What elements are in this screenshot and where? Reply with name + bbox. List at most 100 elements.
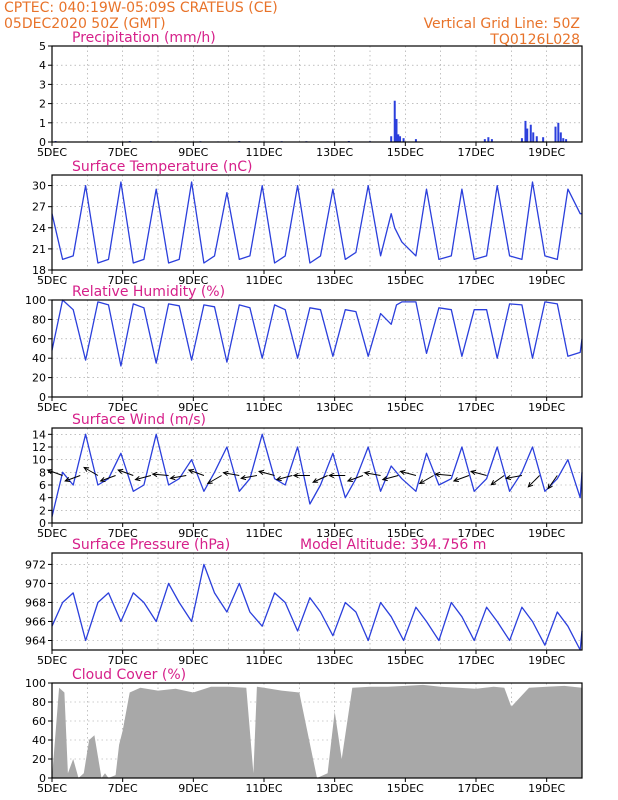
wind-vector (259, 470, 275, 476)
panel-title: Relative Humidity (%) (72, 284, 225, 300)
wind-vector-head (346, 477, 353, 482)
y-tick-label: 5 (39, 40, 46, 53)
wind-vector (400, 470, 417, 476)
precip-bar (395, 118, 398, 142)
x-tick-label: 17DEC (457, 654, 494, 667)
x-tick-label: 13DEC (316, 401, 353, 414)
x-tick-label: 5DEC (37, 527, 67, 540)
wind-vector (118, 469, 134, 476)
x-tick-label: 19DEC (528, 401, 565, 414)
y-tick-label: 3 (39, 78, 46, 91)
wind-vector-head (64, 477, 71, 482)
wind-vector (527, 475, 540, 488)
wind-vector-head (83, 466, 90, 472)
wind-vector-head (169, 474, 176, 481)
x-tick-label: 9DEC (178, 782, 208, 795)
panel-5: 964 966 968 970 972 5DEC 7DEC 9DEC 11DEC 13DEC 15D… (25, 537, 583, 667)
panel-frame (51, 45, 583, 143)
y-tick-label: 970 (25, 577, 46, 590)
y-tick-label: 10 (32, 454, 46, 467)
y-tick-label: 40 (32, 352, 46, 365)
wind-vector-head (312, 478, 319, 483)
series-line (51, 433, 583, 517)
y-tick-label: 14 (32, 428, 46, 441)
y-tick-label: 27 (32, 201, 46, 214)
x-tick-label: 13DEC (316, 782, 353, 795)
x-tick-label: 15DEC (387, 146, 424, 159)
y-tick-label: 0 (39, 517, 46, 530)
y-tick-label: 966 (25, 615, 46, 628)
wind-vector-head (527, 481, 534, 488)
wind-vector-head (292, 472, 299, 479)
precip-bar (529, 124, 532, 142)
wind-vector-head (257, 469, 265, 475)
panel-2: 18 21 24 27 30 5DEC 7DEC 9DEC 11DEC 13DEC 15DEC 17D… (32, 159, 583, 287)
wind-vector (83, 467, 99, 476)
y-tick-label: 80 (32, 313, 46, 326)
precip-bar (562, 138, 565, 142)
y-tick-label: 12 (32, 441, 46, 454)
wind-vector (207, 475, 222, 484)
wind-vector-head (505, 474, 512, 481)
precip-bar (390, 136, 393, 142)
x-tick-label: 17DEC (457, 401, 494, 414)
precip-bar (402, 138, 405, 142)
x-tick-label: 5DEC (37, 401, 67, 414)
precip-bar (487, 137, 490, 142)
wind-vector (152, 473, 169, 476)
wind-vector (312, 475, 328, 483)
header-grid-line: Vertical Grid Line: 50Z (424, 16, 580, 32)
x-tick-label: 19DEC (528, 782, 565, 795)
panel-annotation: Model Altitude: 394.756 m (300, 537, 486, 553)
wind-vector (188, 469, 205, 476)
cloud-cover-area (52, 684, 582, 778)
x-tick-label: 15DEC (387, 654, 424, 667)
x-tick-label: 7DEC (108, 401, 138, 414)
y-tick-label: 8 (39, 466, 46, 479)
y-tick-label: 60 (32, 333, 46, 346)
y-tick-label: 0 (39, 391, 46, 404)
panel-title: Surface Temperature (nC) (72, 159, 253, 175)
x-tick-label: 19DEC (528, 146, 565, 159)
wind-vector (135, 475, 152, 481)
precip-bar (520, 138, 523, 142)
wind-vector-head (187, 469, 194, 474)
figure-header: CPTEC: 040:19W-05:09S CRATEUS (CE) 05DEC… (4, 0, 580, 48)
panel-3: 0 20 40 60 80 100 5DEC 7DEC 9DEC 11DEC 13DEC 15DEC 1… (25, 284, 583, 414)
panel-frame (51, 427, 583, 524)
x-tick-label: 9DEC (178, 274, 208, 287)
x-tick-label: 17DEC (457, 146, 494, 159)
x-tick-label: 9DEC (178, 146, 208, 159)
x-tick-label: 19DEC (528, 527, 565, 540)
panel-frame (51, 552, 583, 651)
panel-title: Precipitation (mm/h) (72, 30, 216, 46)
wind-vector (382, 475, 399, 481)
panel-6: 0 20 40 60 80 100 5DEC 7DEC 9DEC 11DEC 13DEC 15DEC 1… (25, 667, 583, 795)
y-tick-label: 6 (39, 479, 46, 492)
y-tick-label: 964 (25, 634, 46, 647)
y-tick-label: 972 (25, 558, 46, 571)
precip-bar (554, 126, 557, 142)
precip-bar (524, 120, 527, 142)
y-tick-label: 30 (32, 180, 46, 193)
precip-bar (393, 100, 396, 142)
x-tick-label: 5DEC (37, 146, 67, 159)
wind-vector (471, 470, 487, 476)
precip-bar (414, 139, 417, 142)
y-tick-label: 60 (32, 715, 46, 728)
wind-vector-head (117, 469, 124, 474)
y-tick-label: 20 (32, 372, 46, 385)
y-tick-label: 24 (32, 222, 46, 235)
precip-bar (559, 132, 562, 142)
wind-vector (47, 469, 63, 476)
y-tick-label: 0 (39, 772, 46, 785)
x-tick-label: 11DEC (245, 654, 282, 667)
panel-frame (51, 682, 583, 779)
y-tick-label: 21 (32, 243, 46, 256)
x-tick-label: 17DEC (457, 527, 494, 540)
wind-vector-head (151, 471, 158, 478)
wind-vector-head (46, 469, 53, 474)
x-tick-label: 13DEC (316, 274, 353, 287)
precip-bar (483, 139, 486, 142)
